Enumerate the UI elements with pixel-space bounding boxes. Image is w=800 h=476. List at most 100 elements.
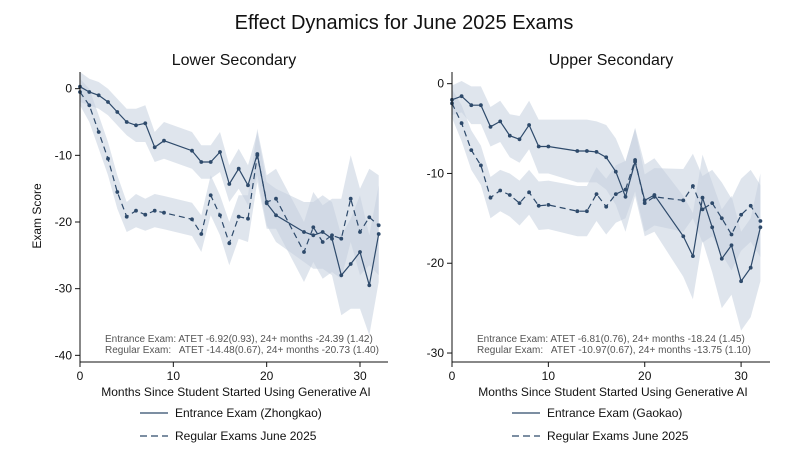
data-point-upper-1-9: [536, 203, 541, 208]
data-point-lower-0-24: [339, 273, 344, 278]
data-point-upper-1-23: [710, 201, 715, 206]
data-point-lower-1-11: [199, 232, 204, 236]
data-point-lower-0-12: [208, 160, 213, 164]
data-point-upper-0-10: [546, 144, 551, 149]
data-point-upper-1-16: [623, 187, 628, 192]
data-point-lower-1-20: [302, 250, 306, 254]
data-point-lower-0-21: [311, 233, 316, 238]
ci-band-upper-0: [452, 81, 761, 331]
data-point-upper-1-8: [527, 190, 531, 195]
data-point-lower-0-2: [96, 93, 101, 98]
data-point-upper-1-3: [479, 163, 483, 168]
y-tick-label-lower: 0: [65, 82, 72, 96]
data-point-upper-1-11: [575, 209, 580, 214]
ci-band-upper-1: [452, 89, 761, 271]
data-point-upper-1-14: [604, 204, 609, 209]
data-point-upper-1-28: [758, 219, 763, 223]
data-point-upper-0-13: [594, 150, 599, 154]
data-point-lower-0-8: [152, 145, 157, 150]
data-point-lower-1-17: [255, 153, 260, 158]
y-tick-label-upper: -10: [427, 166, 445, 180]
data-point-lower-0-13: [218, 150, 222, 154]
data-point-upper-1-21: [691, 184, 695, 188]
data-point-lower-1-27: [367, 215, 372, 220]
annotation-lower-1: Regular Exam: ATET -14.48(0.67), 24+ mon…: [105, 345, 379, 356]
data-point-upper-0-2: [469, 103, 474, 108]
data-point-lower-1-24: [339, 236, 344, 241]
data-point-upper-1-18: [642, 201, 647, 206]
data-point-upper-1-17: [633, 158, 637, 162]
data-point-upper-0-7: [517, 137, 522, 142]
data-point-upper-0-28: [758, 225, 763, 230]
data-point-lower-1-6: [134, 208, 138, 213]
data-point-lower-1-4: [115, 190, 120, 194]
data-point-lower-0-11: [199, 160, 204, 164]
data-point-upper-1-22: [700, 207, 705, 212]
data-point-lower-1-16: [246, 216, 250, 221]
data-point-lower-0-25: [348, 262, 353, 266]
data-point-upper-0-21: [691, 254, 695, 258]
data-point-upper-1-10: [546, 203, 551, 207]
annotation-upper-1: Regular Exam: ATET -10.97(0.67), 24+ mon…: [477, 345, 751, 356]
data-point-upper-0-1: [459, 94, 464, 99]
data-point-upper-0-16: [623, 194, 628, 199]
y-tick-label-upper: -30: [427, 346, 445, 360]
data-point-lower-1-26: [358, 230, 362, 234]
data-point-lower-0-27: [367, 283, 372, 288]
data-point-lower-0-23: [330, 236, 334, 241]
data-point-lower-0-26: [358, 250, 362, 254]
data-point-lower-1-1: [87, 103, 92, 108]
data-point-upper-0-14: [604, 155, 609, 160]
data-point-upper-0-12: [585, 149, 589, 153]
data-point-upper-0-4: [488, 124, 493, 129]
data-point-upper-1-26: [739, 212, 743, 217]
ci-band-lower-0: [80, 72, 379, 336]
data-point-lower-0-15: [236, 166, 241, 171]
legend-label-lower-0: Entrance Exam (Zhongkao): [175, 406, 322, 420]
data-point-lower-1-18: [264, 200, 269, 204]
data-point-upper-1-7: [517, 201, 522, 206]
data-point-upper-1-19: [652, 194, 657, 199]
x-tick-label-upper: 0: [449, 369, 456, 383]
figure-title: Effect Dynamics for June 2025 Exams: [235, 12, 574, 34]
data-point-upper-1-4: [488, 195, 493, 200]
data-point-upper-1-12: [585, 209, 589, 214]
x-tick-label-upper: 30: [734, 369, 748, 383]
data-point-upper-0-6: [507, 133, 512, 138]
data-point-lower-1-8: [152, 208, 157, 213]
data-point-lower-1-21: [311, 225, 316, 230]
data-point-lower-0-4: [115, 110, 120, 114]
data-point-lower-0-6: [134, 123, 138, 128]
y-tick-label-lower: -40: [55, 348, 73, 362]
data-point-upper-0-3: [479, 103, 483, 108]
y-tick-label-lower: -20: [55, 215, 73, 229]
data-point-lower-1-14: [227, 241, 232, 246]
data-point-lower-0-9: [162, 138, 166, 143]
data-point-upper-1-25: [729, 232, 734, 237]
x-tick-label-upper: 20: [638, 369, 652, 383]
data-point-upper-0-5: [498, 119, 503, 124]
panel-lower: 0 -10 -20 -30 -40 0 10 20 30 Lower Secondary Month…: [55, 52, 388, 443]
data-point-lower-1-12: [208, 193, 213, 198]
data-point-lower-1-15: [236, 214, 241, 219]
data-point-lower-0-19: [274, 213, 278, 218]
data-point-lower-1-9: [162, 210, 166, 215]
data-point-lower-0-5: [124, 120, 129, 124]
data-point-upper-0-23: [710, 225, 715, 230]
data-point-upper-0-25: [729, 243, 734, 248]
x-tick-label-lower: 0: [77, 369, 84, 383]
data-point-lower-0-10: [190, 148, 194, 153]
y-tick-label-upper: -20: [427, 256, 445, 270]
data-point-lower-0-1: [87, 90, 92, 94]
data-point-upper-0-22: [700, 195, 705, 200]
data-point-upper-0-15: [613, 169, 618, 174]
legend-label-upper-0: Entrance Exam (Gaokao): [547, 406, 682, 420]
data-point-upper-1-20: [681, 198, 686, 203]
y-tick-label-lower: -30: [55, 282, 73, 296]
data-point-lower-1-22: [320, 240, 325, 244]
data-point-lower-1-25: [348, 196, 353, 201]
y-tick-label-upper: 0: [437, 77, 444, 91]
data-point-upper-0-20: [681, 234, 686, 239]
data-point-lower-0-28: [376, 232, 381, 236]
